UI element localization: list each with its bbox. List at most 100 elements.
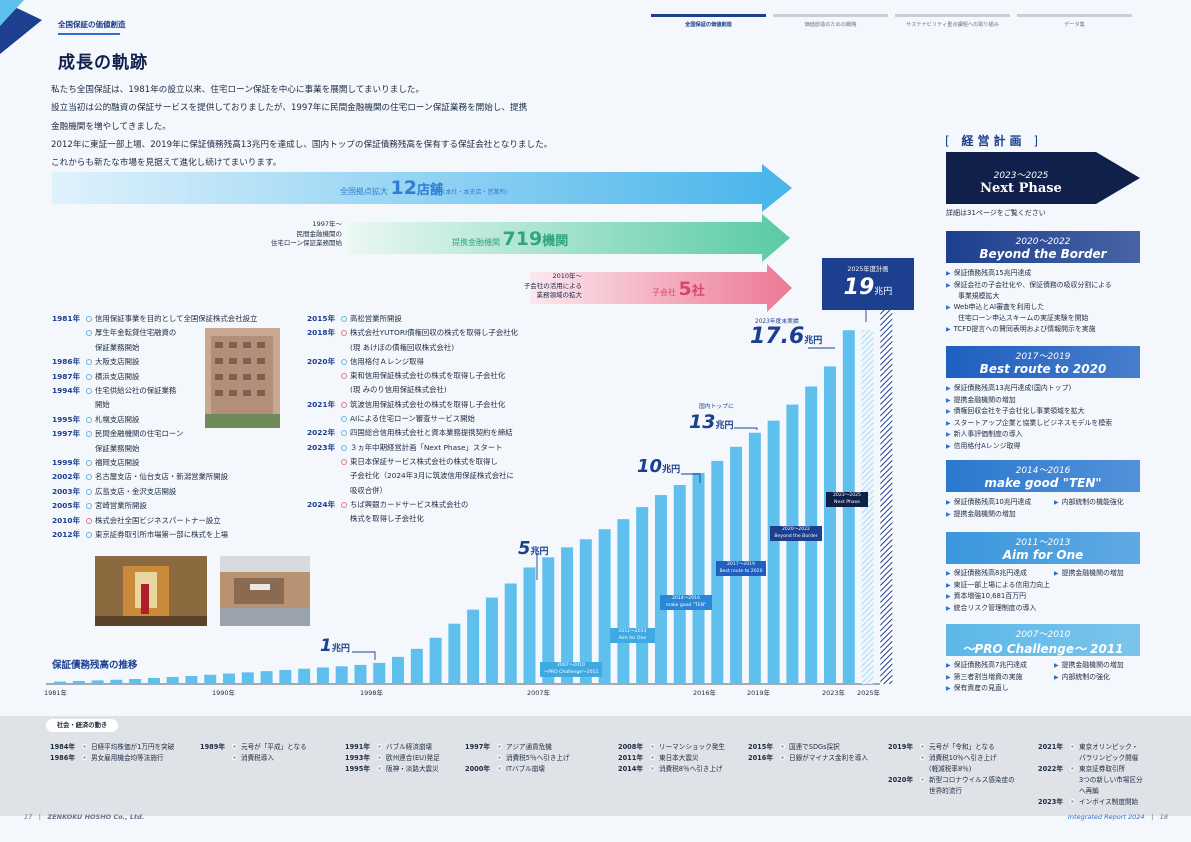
- section-underline: [58, 33, 120, 35]
- plan-item: ▶ 資本増強10,681百万円: [946, 592, 1026, 601]
- timeline-bullet-icon: [341, 501, 347, 508]
- society-column: 1991年 バブル経済崩壊 1993年 欧州連合(EU)発足 1995年 阪神・淡路大震災: [345, 742, 440, 775]
- plan-period-banner[interactable]: 2017～2019 Best route to 2020: [946, 346, 1140, 378]
- society-column: 2019年 元号が「令和」となる 消費税10％へ引き上げ (軽減税率8％) 2020年新…: [888, 742, 1015, 797]
- timeline-text: 株式を取得し子会社化: [350, 514, 424, 524]
- society-event: 2000年 ITバブル崩壊: [465, 765, 545, 773]
- plan-period-banner[interactable]: 2020～2022 Beyond the Border: [946, 231, 1140, 263]
- society-event: (軽減税率8％): [929, 765, 972, 773]
- bar-1982: [72, 680, 85, 684]
- timeline-entry: 1987年 横浜支店開設: [52, 370, 257, 384]
- timeline-year: 2010年: [52, 515, 80, 525]
- timeline-text: 大阪支店開設: [95, 357, 140, 367]
- annotation-13-note: 国内トップに: [699, 404, 734, 410]
- triangle-bullet-icon: ▶: [1054, 499, 1059, 506]
- society-bullet-icon: [1070, 766, 1075, 771]
- timeline-bullet-icon: [341, 444, 347, 451]
- triangle-bullet-icon: ▶: [946, 685, 951, 693]
- bar-1993: [279, 669, 292, 684]
- plan-item: ▶ 保有資産の見直し: [946, 684, 1009, 693]
- bar-1988: [185, 675, 198, 684]
- subsidiaries-note: 2010年～ 子会社の活用による 業務領域の拡大: [523, 272, 582, 299]
- bar-2001: [429, 637, 442, 684]
- triangle-bullet-icon: ▶: [946, 662, 951, 669]
- plan-period-years: 2017～2019: [1015, 352, 1071, 362]
- triangle-bullet-icon: ▶: [1054, 673, 1059, 681]
- society-bullet-icon: [780, 755, 785, 760]
- timeline-entry: 吸収合併）: [307, 484, 518, 498]
- society-bullet-icon: [650, 766, 655, 771]
- timeline-text: 札幌支店開設: [95, 414, 140, 424]
- plan-item: ▶ 保証債務残高7兆円達成: [946, 661, 1027, 669]
- bar-2025: [880, 302, 893, 684]
- timeline-bullet-icon: [341, 430, 347, 437]
- society-column: 2021年 東京オリンピック・ パラリンピック開催 2022年 東京証券取引所 3つの新し…: [1038, 742, 1143, 808]
- society-bullet-icon: [497, 755, 502, 760]
- plan-period-years: 2011～2013: [1015, 538, 1071, 548]
- society-column: 2008年 リーマンショック発生 2011年 東日本大震災 2014年 消費税8％へ引き上…: [618, 742, 725, 775]
- timeline-text: 東日本保証サービス株式会社の株式を取得し: [350, 456, 498, 466]
- plan-item: ▶ 東証一部上場による信用力向上: [946, 580, 1050, 589]
- timeline-text: 厚生年金転貸住宅融資の: [95, 328, 177, 338]
- society-bullet-icon: [377, 755, 382, 760]
- society-bullet-icon: [1070, 744, 1075, 749]
- bar-2010: [598, 529, 611, 684]
- annotation-10: 10兆円: [637, 456, 681, 477]
- timeline-text: 株式会社全国ビジネスパートナー設立: [95, 515, 221, 525]
- timeline-entry: 保証業務開始: [52, 442, 257, 456]
- timeline-bullet-icon: [86, 373, 92, 380]
- society-column: 1984年 日経平均株価が1万円を突破 1986年 男女雇用機会均等法施行: [50, 742, 174, 764]
- timeline-year: 2002年: [52, 472, 80, 482]
- management-plan-heading: [ 経営計画 ]: [945, 134, 1043, 148]
- plan-period-banner[interactable]: 2011～2013 Aim for One: [946, 532, 1140, 564]
- listing-ceremony-photo: [95, 556, 207, 626]
- society-bullet-icon: [82, 744, 87, 749]
- nav-tab-strategy[interactable]: 価値創造のための戦略: [773, 14, 888, 34]
- bar-1989: [204, 674, 217, 684]
- plan-item: ▶ 提携金融機関の増加: [1054, 661, 1124, 669]
- bar-1999: [392, 656, 405, 684]
- next-phase-banner[interactable]: [946, 152, 1140, 204]
- plan-item: 住宅ローン申込スキームの実証実験を開始: [958, 314, 1089, 323]
- timeline-text: 株式会社YUTORI債権回収の株式を取得し子会社化: [350, 328, 518, 338]
- plan-period-name: Best route to 2020: [979, 362, 1107, 376]
- timeline-entry: 2021年 筑波信用保証株式会社の株式を取得し子会社化: [307, 398, 518, 412]
- timeline-bullet-icon: [86, 316, 92, 322]
- nav-tab-data[interactable]: データ集: [1017, 14, 1132, 34]
- timeline-text: 広島支店・金沢支店開設: [95, 486, 177, 496]
- plan-period-banner[interactable]: 2014～2016 make good "TEN": [946, 460, 1140, 492]
- era-tag-aim-for-one: 2011～2013 Aim for One: [610, 628, 655, 643]
- triangle-bullet-icon: ▶: [946, 281, 951, 289]
- timeline-entry: 保証業務開始: [52, 341, 257, 355]
- nav-tab-value-creation[interactable]: 全国保証の価値創造: [651, 14, 766, 34]
- timeline-text: 高松営業所開設: [350, 314, 402, 323]
- bar-2013: [654, 495, 667, 684]
- annotation-leader-line: [734, 427, 758, 430]
- nav-tab-sustainability[interactable]: サステナビリティ重点課題への取り組み: [895, 14, 1010, 34]
- society-bullet-icon: [232, 755, 237, 760]
- plan-item: 事業規模拡大: [958, 292, 1000, 301]
- annotation-1: 1兆円: [320, 636, 350, 656]
- timeline-text: 東京証券取引所市場第一部に株式を上場: [95, 530, 229, 540]
- bar-1986: [147, 677, 160, 684]
- timeline-entry: 2020年 信用格付Ａレンジ取得: [307, 355, 518, 369]
- plan-item: ▶ 第三者割当増資の実施: [946, 672, 1023, 681]
- triangle-bullet-icon: ▶: [946, 419, 951, 427]
- society-event: 3つの新しい市場区分: [1079, 776, 1143, 784]
- bar-1996: [335, 666, 348, 684]
- bar-2004: [485, 597, 498, 684]
- society-event: 世界的流行: [929, 787, 962, 795]
- timeline-bullet-icon: [341, 401, 347, 408]
- timeline-text: ちば興銀カードサービス株式会社の: [350, 499, 469, 509]
- timeline-bullet-icon: [341, 330, 347, 337]
- annotation-17-6: 17.6兆円: [750, 324, 823, 349]
- timeline-text: 開始: [95, 400, 110, 410]
- era-tag-pro-challenge: 2007～2010 ～PRO Challenge～2011: [540, 662, 602, 677]
- bar-1990: [223, 673, 236, 684]
- plan-item: ▶ 保証会社の子会社化や、保証債務の吸収分割による: [946, 280, 1112, 289]
- society-event: 消費税10％へ引き上げ: [888, 753, 1015, 764]
- plan-period-banner[interactable]: 2007～2010 ～PRO Challenge～ 2011: [946, 624, 1140, 656]
- society-bullet-icon: [82, 755, 87, 760]
- society-bullet-icon: [780, 744, 785, 749]
- bar-1987: [166, 676, 179, 684]
